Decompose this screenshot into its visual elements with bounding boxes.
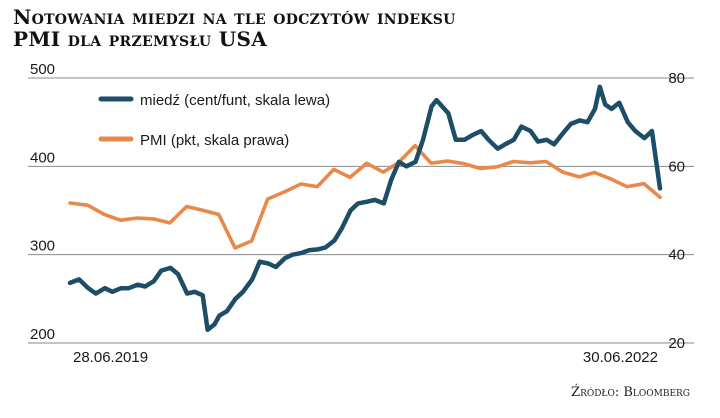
chart-title-line-1: Notowania miedzi na tle odczytów indeksu — [13, 5, 456, 29]
series-line-pmi — [68, 143, 662, 250]
left-axis-ticks: 200 300 400 500 — [30, 61, 55, 343]
legend-label-miedz: miedź (cent/funt, skala lewa) — [140, 92, 330, 109]
chart-title: Notowania miedzi na tle odczytów indeksu… — [13, 6, 456, 50]
left-axis-tick-label: 300 — [30, 238, 55, 255]
series-layer — [67, 84, 663, 333]
right-axis-tick-label: 80 — [668, 70, 685, 87]
x-start-date-label: 28.06.2019 — [73, 349, 148, 366]
legend: miedź (cent/funt, skala lewa) PMI (pkt, … — [98, 92, 330, 149]
right-axis-tick-label: 40 — [668, 247, 685, 264]
left-axis-tick-label: 200 — [30, 326, 55, 343]
gridlines — [28, 77, 694, 344]
source-note: Źródło: Bloomberg — [571, 385, 690, 400]
x-end-date-label: 30.06.2022 — [583, 349, 658, 366]
series-line-miedz — [67, 84, 663, 333]
left-axis-tick-label: 500 — [30, 61, 55, 78]
right-axis-tick-label: 60 — [668, 158, 685, 175]
right-axis-ticks: 20 40 60 80 — [668, 70, 685, 352]
right-axis-tick-label: 20 — [668, 335, 685, 352]
legend-label-pmi: PMI (pkt, skala prawa) — [140, 132, 289, 149]
left-axis-tick-label: 400 — [30, 149, 55, 166]
chart-title-line-2: PMI dla przemysłu USA — [13, 27, 268, 51]
